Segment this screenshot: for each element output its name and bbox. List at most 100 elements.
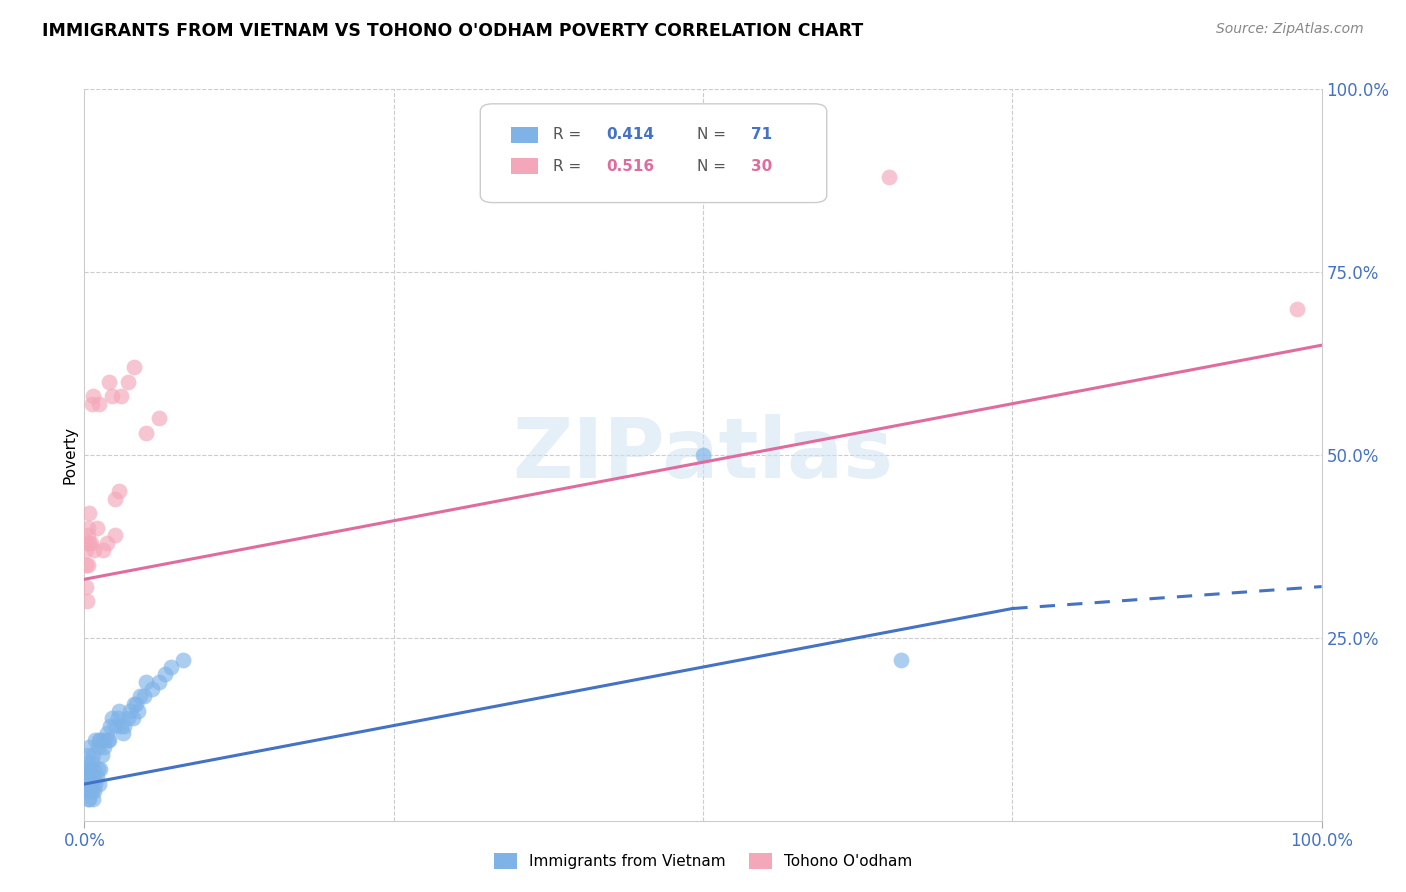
Point bbox=[77, 784, 100, 798]
Point bbox=[75, 770, 97, 784]
Point bbox=[75, 580, 97, 594]
Point bbox=[148, 674, 170, 689]
Point bbox=[77, 521, 100, 535]
Point bbox=[132, 690, 155, 704]
Point bbox=[80, 784, 103, 798]
Point bbox=[83, 543, 105, 558]
Point bbox=[98, 375, 121, 389]
FancyBboxPatch shape bbox=[512, 127, 538, 143]
Text: R =: R = bbox=[554, 127, 586, 142]
Point bbox=[172, 653, 194, 667]
Text: IMMIGRANTS FROM VIETNAM VS TOHONO O'ODHAM POVERTY CORRELATION CHART: IMMIGRANTS FROM VIETNAM VS TOHONO O'ODHA… bbox=[42, 22, 863, 40]
Point bbox=[120, 704, 142, 718]
Text: 0.414: 0.414 bbox=[606, 127, 654, 142]
Text: R =: R = bbox=[554, 159, 586, 174]
Point bbox=[75, 558, 97, 572]
Point bbox=[77, 755, 100, 769]
Point bbox=[91, 543, 114, 558]
Text: 0.516: 0.516 bbox=[606, 159, 655, 174]
Point bbox=[127, 704, 149, 718]
Point bbox=[125, 697, 148, 711]
Point bbox=[77, 770, 100, 784]
Point bbox=[82, 770, 104, 784]
Point bbox=[93, 740, 115, 755]
Point bbox=[76, 770, 98, 784]
Point bbox=[79, 777, 101, 791]
Point bbox=[76, 777, 98, 791]
Text: N =: N = bbox=[697, 159, 731, 174]
Point bbox=[79, 763, 101, 777]
Point bbox=[79, 770, 101, 784]
Point bbox=[83, 763, 105, 777]
Point bbox=[98, 733, 121, 747]
Point bbox=[79, 507, 101, 521]
Point bbox=[98, 718, 121, 732]
Point bbox=[110, 389, 132, 403]
Point bbox=[104, 491, 127, 506]
Point bbox=[83, 784, 105, 798]
Point bbox=[76, 594, 98, 608]
Point bbox=[107, 711, 129, 725]
Point bbox=[122, 360, 145, 375]
Point bbox=[84, 733, 107, 747]
Point bbox=[76, 784, 98, 798]
Text: 71: 71 bbox=[751, 127, 772, 142]
Point bbox=[692, 448, 714, 462]
Point bbox=[94, 733, 117, 747]
Point bbox=[79, 535, 101, 549]
Point bbox=[75, 543, 97, 558]
Point bbox=[80, 755, 103, 769]
Text: N =: N = bbox=[697, 127, 731, 142]
Point bbox=[75, 763, 97, 777]
Text: ZIPatlas: ZIPatlas bbox=[513, 415, 893, 495]
Point bbox=[108, 704, 131, 718]
Point bbox=[117, 375, 139, 389]
Point bbox=[135, 674, 157, 689]
Point bbox=[160, 660, 183, 674]
Point bbox=[111, 726, 134, 740]
Point bbox=[104, 718, 127, 732]
Point bbox=[77, 763, 100, 777]
Point bbox=[79, 777, 101, 791]
Point bbox=[100, 711, 122, 725]
Point bbox=[122, 697, 145, 711]
Point bbox=[110, 718, 132, 732]
Y-axis label: Poverty: Poverty bbox=[62, 425, 77, 484]
Point bbox=[87, 740, 110, 755]
Point bbox=[89, 733, 111, 747]
Point bbox=[96, 726, 118, 740]
Point bbox=[141, 681, 163, 696]
Point bbox=[89, 397, 111, 411]
Point bbox=[153, 667, 176, 681]
Point bbox=[84, 777, 107, 791]
Legend: Immigrants from Vietnam, Tohono O'odham: Immigrants from Vietnam, Tohono O'odham bbox=[488, 847, 918, 875]
Point bbox=[80, 777, 103, 791]
Point bbox=[86, 770, 108, 784]
Text: 30: 30 bbox=[751, 159, 772, 174]
Point bbox=[89, 733, 111, 747]
Point bbox=[100, 389, 122, 403]
Point bbox=[90, 747, 112, 762]
Point bbox=[97, 733, 120, 747]
Point bbox=[79, 791, 101, 805]
Point bbox=[121, 711, 143, 725]
Point bbox=[82, 389, 104, 403]
Point bbox=[89, 777, 111, 791]
Point bbox=[79, 740, 101, 755]
Point bbox=[79, 784, 101, 798]
Point bbox=[135, 425, 157, 440]
Point bbox=[79, 770, 101, 784]
Point bbox=[77, 558, 100, 572]
Point bbox=[79, 784, 101, 798]
FancyBboxPatch shape bbox=[512, 158, 538, 174]
Point bbox=[75, 777, 97, 791]
Point bbox=[117, 711, 139, 725]
Point bbox=[82, 791, 104, 805]
Point bbox=[76, 535, 98, 549]
Point bbox=[77, 791, 100, 805]
Point bbox=[86, 521, 108, 535]
Point bbox=[96, 535, 118, 549]
Point bbox=[89, 763, 111, 777]
Point bbox=[148, 411, 170, 425]
Text: Source: ZipAtlas.com: Source: ZipAtlas.com bbox=[1216, 22, 1364, 37]
